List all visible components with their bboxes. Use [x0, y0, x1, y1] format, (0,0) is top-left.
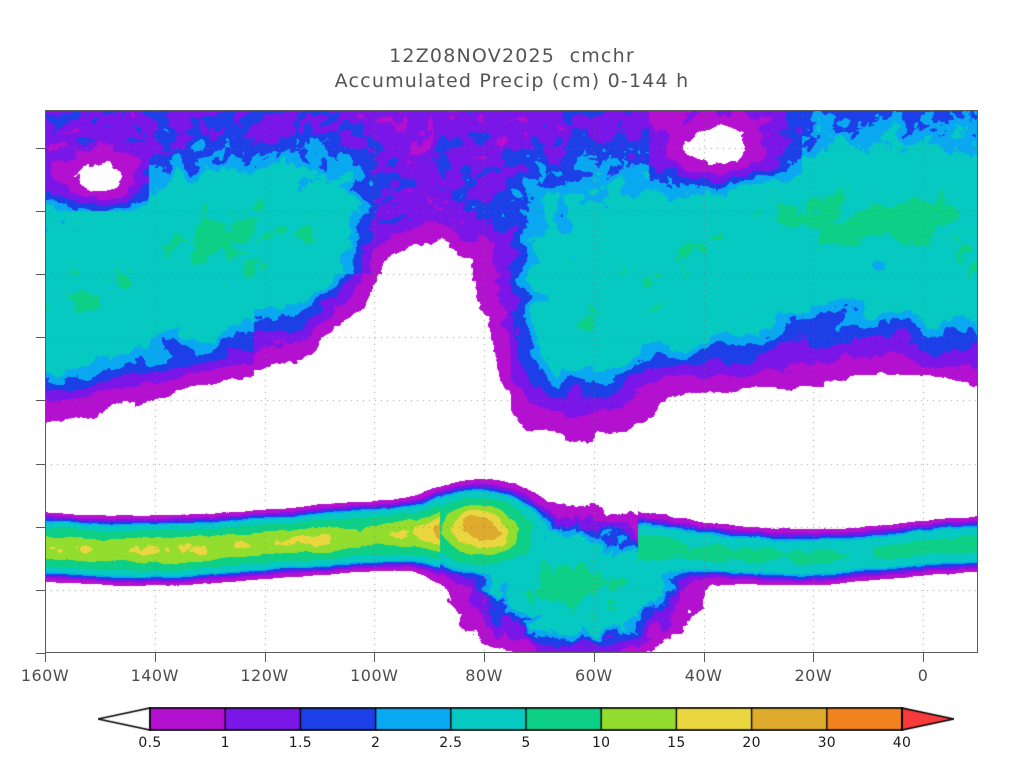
title-line-2: Accumulated Precip (cm) 0-144 h: [334, 70, 690, 92]
colorbar-tick-label: 10: [591, 735, 611, 751]
colorbar-tick-label: 0.5: [138, 735, 162, 751]
x-tick-label: 60W: [574, 666, 613, 685]
x-tick: [45, 653, 46, 662]
x-tick: [264, 653, 266, 662]
title-line-1: 12Z08NOV2025 cmchr: [389, 45, 635, 67]
colorbar-tick-label: 1: [220, 735, 230, 751]
figure-title: 12Z08NOV2025 cmchr Accumulated Precip (c…: [0, 44, 1024, 94]
colorbar: 0.5 1 1.5 2 2.5 5 10 15 20 30 40: [98, 707, 954, 751]
colorbar-tick-label: 2.5: [439, 735, 463, 751]
x-tick-label: 120W: [240, 666, 289, 685]
colorbar-tick-label: 15: [667, 735, 686, 751]
x-tick: [593, 653, 595, 662]
colorbar-tick-label: 1.5: [288, 735, 312, 751]
y-tick: [36, 337, 45, 339]
colorbar-tick-label: 20: [742, 735, 761, 751]
y-tick: [36, 463, 45, 465]
colorbar-tick-label: 40: [892, 735, 912, 751]
colorbar-canvas: [98, 707, 954, 731]
x-tick-label: 20W: [794, 666, 833, 685]
y-tick: [36, 147, 45, 149]
x-tick: [484, 653, 486, 662]
y-tick: [36, 589, 45, 591]
x-tick-label: 0: [917, 666, 929, 685]
x-tick-label: 40W: [684, 666, 723, 685]
x-tick: [374, 653, 376, 662]
x-tick: [703, 653, 705, 662]
colorbar-tick-label: 5: [521, 735, 531, 751]
precipitation-map-canvas: [45, 110, 978, 653]
x-tick-label: 80W: [465, 666, 503, 685]
colorbar-tick-label: 30: [817, 735, 836, 751]
y-tick: [36, 211, 45, 213]
colorbar-tick-label: 2: [370, 735, 381, 751]
x-tick: [923, 653, 925, 662]
map-plot-area: 70N60N50N40N30N20N10NEQ10S 160W140W120W1…: [21, 110, 978, 685]
y-tick: [36, 526, 45, 528]
x-tick-label: 100W: [350, 666, 399, 685]
x-tick: [154, 653, 156, 662]
x-tick: [813, 653, 815, 662]
y-tick: [36, 274, 45, 276]
y-tick: [36, 400, 45, 402]
x-tick-label: 140W: [130, 666, 179, 685]
y-tick: [36, 653, 45, 654]
x-tick-label: 160W: [20, 666, 70, 685]
